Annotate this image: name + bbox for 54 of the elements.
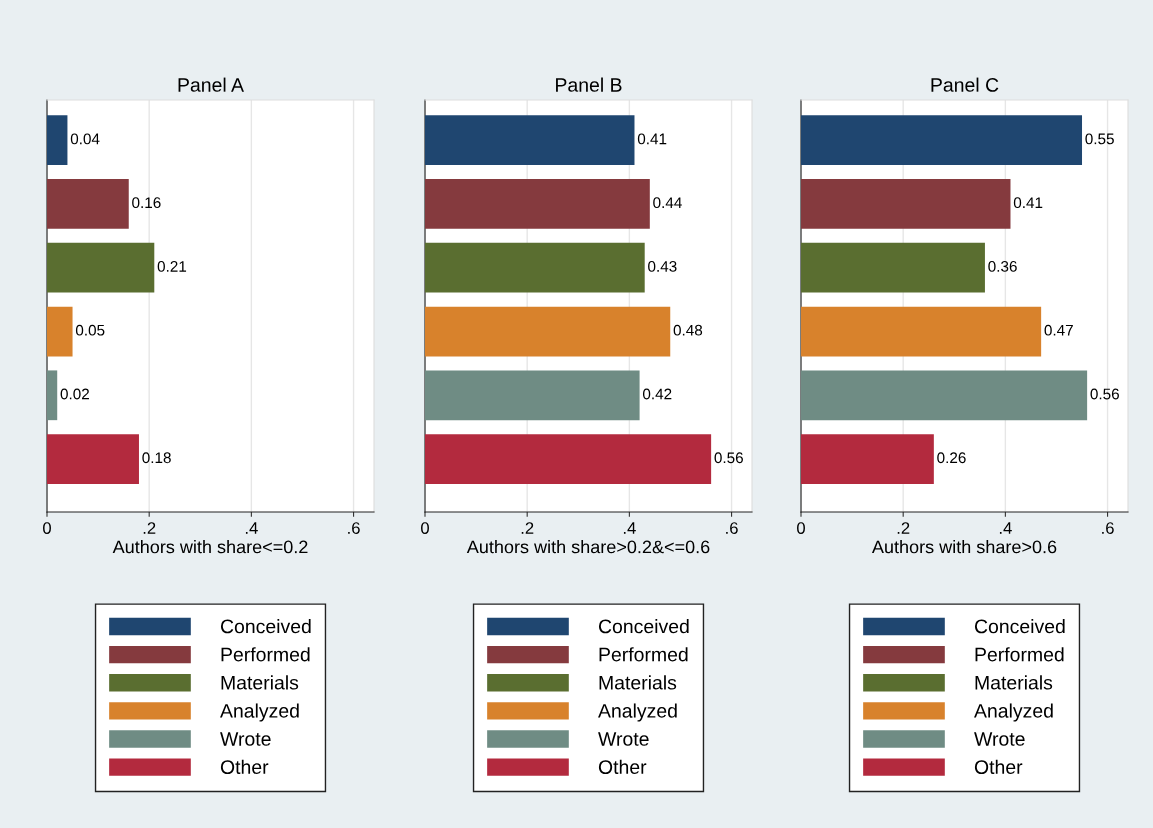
legend-label: Performed [221,647,310,662]
data-label: 0.16 [132,197,161,209]
data-label: 0.21 [157,261,187,272]
data-label: 0.47 [1044,324,1073,336]
data-label: 0.43 [648,261,677,272]
x-axis-title: Authors with share<=0.2 [112,540,308,554]
x-tick-label: 0 [797,522,805,534]
legend-label: Wrote [974,732,1025,746]
x-tick-label: 0 [421,522,429,534]
legend-label: Analyzed [220,703,299,722]
x-axis-title: Authors with share>0.2&<=0.6 [466,540,710,554]
x-tick-label: 0 [43,522,51,534]
x-tick-label: .6 [726,522,738,534]
legend-label: Materials [221,675,299,690]
x-tick-label: .6 [1102,522,1114,534]
data-label: 0.02 [60,388,89,400]
data-label: 0.41 [637,133,667,145]
x-tick-label: .4 [245,522,258,534]
x-tick-label: .2 [521,522,534,534]
chart-title: Panel A [178,77,244,92]
data-label: 0.48 [673,324,703,336]
x-tick-label: .4 [999,522,1012,534]
legend-label: Conceived [220,619,311,634]
data-label: 0.44 [653,197,682,209]
legend-label: Other [220,759,269,775]
chart-title: Panel B [556,77,622,92]
legend-label: Conceived [598,619,689,634]
data-label: 0.41 [1013,197,1043,209]
data-label: 0.55 [1085,133,1114,145]
legend-label: Performed [975,647,1064,662]
legend-label: Performed [599,647,688,662]
data-label: 0.36 [988,261,1017,272]
x-axis-title: Authors with share>0.6 [871,540,1057,554]
x-tick-label: .4 [623,522,636,534]
legend-label: Other [598,759,647,775]
data-label: 0.04 [70,133,100,145]
legend-label: Analyzed [974,703,1053,722]
data-label: 0.56 [714,452,743,464]
data-label: 0.56 [1090,388,1119,400]
x-tick-label: .6 [348,522,360,534]
legend-label: Other [974,759,1023,775]
legend-label: Materials [599,675,677,690]
legend-label: Analyzed [598,703,677,722]
chart-title: Panel C [931,77,999,92]
data-label: 0.26 [937,452,966,464]
legend-label: Materials [975,675,1053,690]
data-label: 0.18 [142,452,171,464]
data-label: 0.42 [642,388,672,400]
legend-label: Wrote [220,732,271,746]
x-tick-label: .2 [897,522,910,534]
x-tick-label: .2 [143,522,156,534]
legend-label: Conceived [974,619,1065,634]
legend-label: Wrote [598,732,649,746]
data-label: 0.05 [75,324,105,336]
